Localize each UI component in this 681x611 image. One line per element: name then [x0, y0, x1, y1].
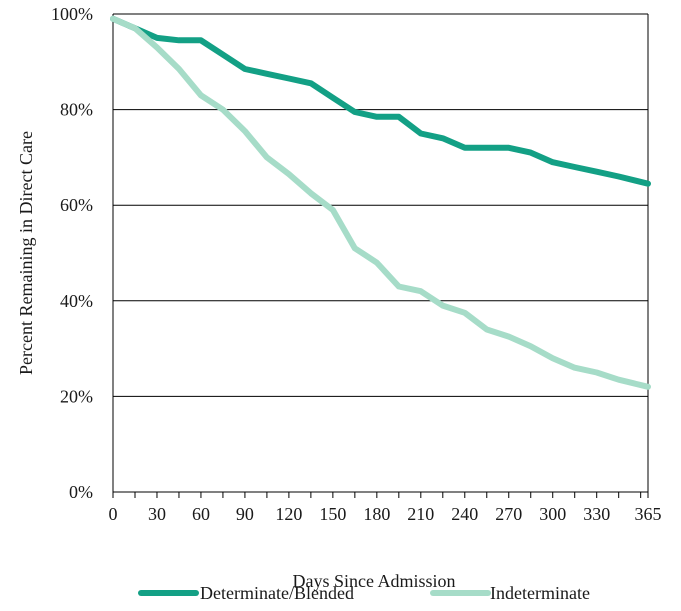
series-lines [110, 15, 651, 390]
x-axis-title: Days Since Admission [292, 571, 455, 591]
x-tick-label: 240 [451, 504, 478, 524]
y-tick-label: 0% [69, 482, 93, 502]
x-tick-label: 365 [635, 504, 662, 524]
x-tick-label: 150 [319, 504, 346, 524]
x-tick-label: 210 [407, 504, 434, 524]
x-tick-label: 180 [363, 504, 390, 524]
x-tick-label: 270 [495, 504, 522, 524]
y-tick-label: 100% [51, 4, 93, 24]
series-line-indeterminate [110, 15, 651, 390]
legend: Determinate/Blended Indeterminate [138, 583, 590, 603]
x-tick-label: 30 [148, 504, 166, 524]
legend-label: Indeterminate [490, 583, 590, 603]
legend-label: Determinate/Blended [200, 583, 354, 603]
x-tick-label: 60 [192, 504, 210, 524]
y-tick-label: 80% [60, 100, 93, 120]
x-tick-label: 330 [583, 504, 610, 524]
axes [112, 14, 649, 498]
y-tick-label: 20% [60, 386, 93, 406]
x-tick-label: 300 [539, 504, 566, 524]
y-axis-title: Percent Remaining in Direct Care [16, 131, 36, 375]
y-tick-label: 40% [60, 291, 93, 311]
y-tick-label: 60% [60, 195, 93, 215]
series-line-determinate-blended [110, 15, 651, 187]
tick-labels: 0 30 60 90 120 150 180 210 240 270 300 330 365 0% 20% 4… [51, 4, 662, 524]
x-tick-label: 120 [275, 504, 302, 524]
gridlines [113, 13, 648, 397]
x-tick-label: 90 [236, 504, 254, 524]
x-tick-label: 0 [109, 504, 118, 524]
